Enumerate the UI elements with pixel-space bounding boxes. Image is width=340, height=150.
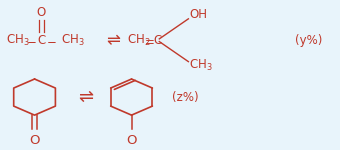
Text: (z%): (z%) xyxy=(172,91,198,103)
Text: $-$: $-$ xyxy=(26,34,36,47)
Text: CH$_3$: CH$_3$ xyxy=(6,33,30,48)
Text: (y%): (y%) xyxy=(295,34,323,47)
Text: CH$_2$: CH$_2$ xyxy=(126,33,150,48)
Text: O: O xyxy=(29,134,40,147)
Text: C: C xyxy=(37,34,45,47)
Text: $\rightleftharpoons$: $\rightleftharpoons$ xyxy=(75,88,95,106)
Text: $=$: $=$ xyxy=(142,34,155,47)
Text: $-$: $-$ xyxy=(46,34,56,47)
Text: CH$_3$: CH$_3$ xyxy=(189,58,213,73)
Text: C: C xyxy=(153,34,162,47)
Text: $\rightleftharpoons$: $\rightleftharpoons$ xyxy=(103,31,122,49)
Text: O: O xyxy=(37,6,46,19)
Text: O: O xyxy=(126,134,137,147)
Text: OH: OH xyxy=(189,8,207,21)
Text: CH$_3$: CH$_3$ xyxy=(61,33,85,48)
